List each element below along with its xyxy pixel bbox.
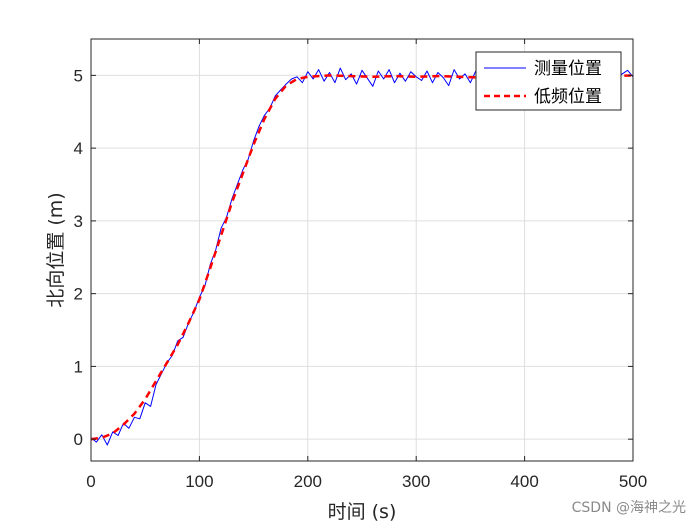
grid bbox=[90, 39, 634, 461]
axis-ticks: 0 100 200 300 400 500 0 1 2 3 4 5 bbox=[74, 39, 647, 491]
legend: 测量位置 低频位置 bbox=[475, 51, 622, 111]
y-tick-label: 5 bbox=[74, 66, 83, 85]
x-tick-label: 300 bbox=[402, 472, 430, 491]
y-tick-label: 1 bbox=[74, 357, 83, 376]
y-axis-title: 北向位置 (m) bbox=[45, 192, 67, 307]
legend-label-measured: 测量位置 bbox=[534, 59, 602, 79]
y-tick-label: 4 bbox=[74, 139, 83, 158]
plot-frame bbox=[90, 38, 634, 462]
y-tick-label: 3 bbox=[74, 212, 83, 231]
y-tick-label: 0 bbox=[74, 430, 83, 449]
x-tick-label: 400 bbox=[510, 472, 538, 491]
legend-box bbox=[475, 51, 622, 111]
y-tick-label: 2 bbox=[74, 285, 83, 304]
x-tick-label: 0 bbox=[86, 472, 95, 491]
x-tick-label: 500 bbox=[619, 472, 647, 491]
legend-label-lowfreq: 低频位置 bbox=[534, 87, 602, 107]
x-tick-label: 100 bbox=[185, 472, 213, 491]
x-axis-title: 时间 (s) bbox=[328, 501, 397, 523]
watermark: CSDN @海神之光 bbox=[571, 500, 686, 516]
x-tick-label: 200 bbox=[294, 472, 322, 491]
